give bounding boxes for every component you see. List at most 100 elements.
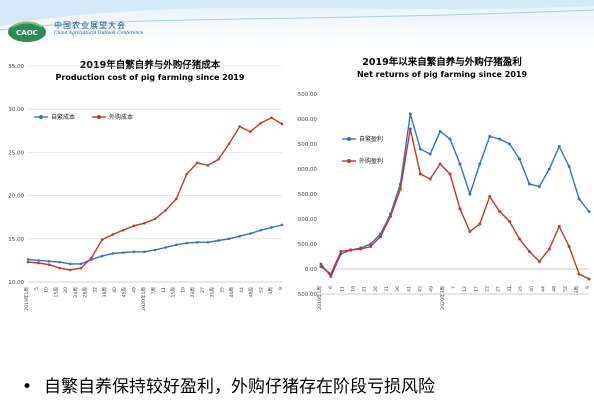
x-tick-label: 10 — [44, 287, 50, 293]
x-tick-label: 22 — [485, 286, 491, 292]
x-tick-label: 48 — [552, 286, 558, 292]
x-tick-label: 28周 — [83, 287, 89, 298]
returns-chart: 2019年以来自繁自养与外购仔猪盈利 Net returns of pig fa… — [297, 56, 591, 310]
x-tick-label: 35 — [518, 286, 524, 292]
org-name-cn: 中国农业展望大会 — [54, 21, 126, 30]
x-tick-label: 16 — [351, 286, 357, 292]
y-tick-label: 500.00 — [298, 242, 318, 248]
data-point — [587, 210, 591, 213]
x-tick-label: 23周 — [190, 287, 196, 298]
x-tick-label: 15周 — [53, 287, 59, 298]
data-point — [132, 224, 136, 228]
y-tick-label: 35.00 — [8, 64, 24, 70]
data-point — [69, 262, 72, 266]
data-point — [488, 195, 492, 198]
data-point — [359, 247, 363, 251]
x-tick-label: 9 — [585, 286, 591, 289]
data-point — [217, 239, 220, 242]
data-point — [174, 197, 178, 201]
data-point — [259, 121, 263, 125]
x-tick-label: 45 — [418, 286, 424, 292]
series-line — [320, 113, 590, 278]
data-point — [111, 233, 114, 236]
x-tick-label: 2019年1周 — [23, 287, 30, 311]
x-tick-label: 3周 — [268, 287, 274, 295]
data-point — [547, 167, 551, 171]
data-point — [206, 164, 210, 167]
series-line — [27, 117, 283, 271]
x-tick-label: 41 — [406, 286, 412, 292]
data-point — [26, 258, 30, 261]
caoc-logo-icon: CAOC — [8, 21, 46, 42]
data-point — [90, 256, 93, 260]
svg-text:CAOC: CAOC — [16, 29, 38, 37]
data-point — [527, 182, 531, 186]
data-point — [408, 127, 412, 131]
data-point — [369, 245, 373, 248]
y-tick-label: 1000.00 — [297, 217, 317, 223]
y-tick-label: 25.00 — [8, 150, 24, 156]
data-point — [164, 208, 167, 212]
x-tick-label: 49 — [131, 287, 137, 293]
x-tick-label: 48周 — [249, 287, 255, 298]
data-point — [329, 272, 333, 276]
chart-title: 2019年以来自繁自养与外购仔猪盈利 — [362, 56, 521, 68]
legend-marker — [97, 115, 101, 119]
data-point — [577, 197, 581, 201]
x-tick-label: 7周 — [151, 287, 157, 295]
org-name-en: China Agricultural Outlook Conference — [54, 31, 144, 36]
data-point — [174, 243, 178, 247]
data-point — [537, 260, 541, 263]
legend-label: 外购盈利 — [359, 157, 383, 165]
x-tick-label: 31周 — [210, 287, 216, 298]
data-point — [79, 266, 83, 270]
x-tick-label: 2019年1周 — [316, 286, 323, 310]
y-tick-label: 3000.00 — [297, 117, 317, 123]
x-tick-label: 44 — [540, 286, 546, 292]
data-point — [132, 250, 136, 254]
x-tick-label: 21 — [362, 286, 368, 292]
data-point — [270, 116, 273, 120]
data-point — [468, 192, 472, 196]
data-point — [58, 266, 62, 270]
data-point — [557, 145, 561, 148]
data-point — [418, 172, 422, 176]
x-tick-label: 35 — [219, 287, 225, 293]
data-point — [587, 277, 591, 281]
x-tick-label: 5 — [34, 287, 40, 290]
x-tick-label: 11 — [161, 287, 167, 293]
y-tick-label: 2000.00 — [297, 167, 317, 173]
data-point — [58, 260, 62, 264]
chart-subtitle: Production cost of pig farming since 201… — [56, 73, 245, 82]
x-tick-label: 40 — [529, 286, 535, 292]
x-tick-label: 45周 — [122, 287, 128, 298]
x-tick-label: 26 — [373, 286, 379, 292]
x-tick-label: 31 — [507, 286, 513, 292]
bullet-icon: • — [22, 377, 33, 397]
data-point — [185, 172, 189, 176]
x-tick-label: 6 — [328, 286, 334, 289]
legend-label: 外购成本 — [109, 113, 133, 121]
data-point — [428, 177, 432, 181]
data-point — [37, 261, 40, 265]
x-tick-label: 9 — [278, 287, 284, 290]
x-tick-label: 3周 — [574, 286, 580, 294]
legend-marker — [39, 115, 43, 119]
data-point — [418, 147, 422, 151]
chart-subtitle: Net returns of pig farming since 2019 — [357, 70, 528, 79]
data-point — [557, 225, 561, 228]
data-point — [37, 259, 40, 262]
data-point — [153, 217, 157, 221]
header-wave-decoration — [0, 0, 594, 31]
y-tick-label: 2500.00 — [297, 142, 317, 148]
data-point — [508, 142, 512, 146]
data-point — [196, 161, 199, 165]
x-tick-label: 11 — [339, 286, 345, 292]
chart-title: 2019年自繁自养与外购仔猪成本 — [80, 59, 221, 71]
data-point — [270, 226, 273, 229]
y-tick-label: 1500.00 — [297, 192, 317, 198]
data-point — [518, 237, 522, 241]
data-point — [217, 158, 220, 161]
data-point — [47, 259, 51, 263]
data-point — [196, 240, 199, 244]
